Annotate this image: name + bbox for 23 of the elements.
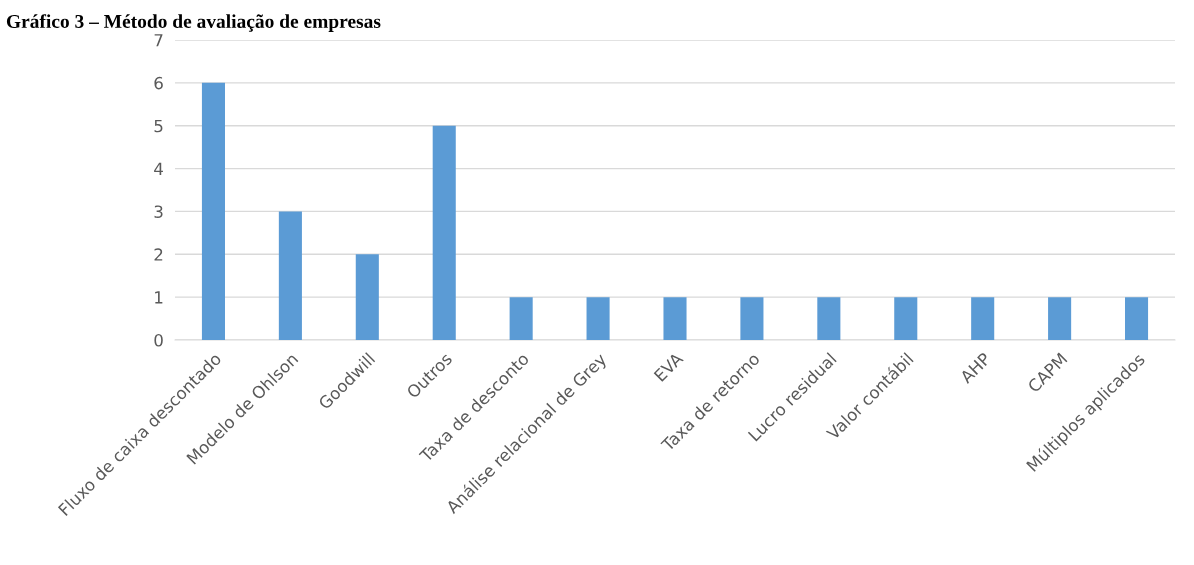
y-tick-label: 3 (154, 205, 163, 218)
bar (1048, 297, 1072, 340)
bar (740, 297, 764, 340)
y-tick-label: 6 (154, 76, 163, 90)
bar (894, 297, 918, 340)
bar (509, 297, 533, 340)
chart-title: Gráfico 3 – Método de avaliação de empresas (6, 14, 381, 32)
y-tick-label: 7 (154, 34, 163, 47)
bar (1125, 297, 1149, 340)
bar (817, 297, 841, 340)
y-tick-label: 5 (154, 119, 163, 133)
y-tick-label: 0 (154, 333, 163, 347)
bar (432, 125, 456, 340)
x-tick-label: EVA (653, 351, 684, 382)
bar (355, 254, 379, 340)
bar (201, 82, 225, 340)
bar (278, 211, 302, 340)
bar (971, 297, 995, 340)
y-tick-label: 4 (154, 162, 163, 175)
y-tick-label: 1 (155, 291, 163, 304)
y-tick-label: 2 (154, 248, 163, 261)
bar (586, 297, 610, 340)
bar (663, 297, 687, 340)
